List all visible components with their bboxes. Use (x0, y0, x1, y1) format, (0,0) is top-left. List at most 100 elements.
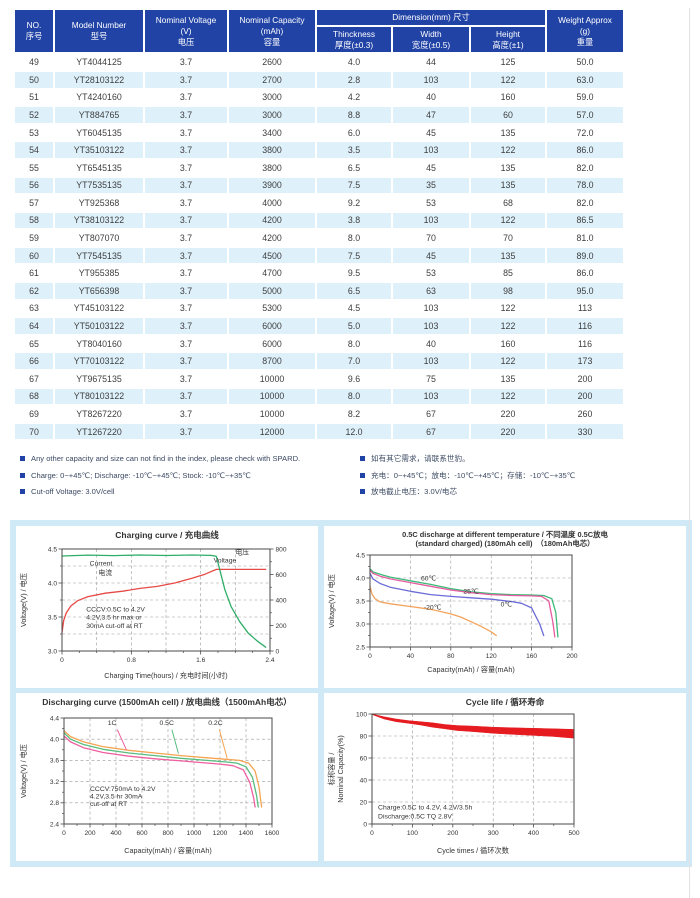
cell-height: 122 (471, 353, 545, 370)
cell-width: 70 (393, 230, 469, 246)
svg-text:60: 60 (360, 755, 368, 762)
cell-weight: 260 (547, 406, 623, 422)
svg-text:80: 80 (447, 653, 455, 660)
cell-voltage: 3.7 (145, 300, 227, 317)
cell-model: YT807070 (55, 230, 143, 246)
cell-voltage: 3.7 (145, 335, 227, 352)
cell-weight: 173 (547, 353, 623, 370)
cell-width: 67 (393, 406, 469, 422)
cell-no: 51 (15, 89, 53, 106)
cell-weight: 200 (547, 371, 623, 387)
cell-width: 103 (393, 300, 469, 317)
cell-width: 47 (393, 107, 469, 123)
svg-text:200: 200 (566, 653, 577, 660)
cell-no: 64 (15, 318, 53, 334)
cell-no: 53 (15, 124, 53, 141)
cell-weight: 113 (547, 300, 623, 317)
svg-text:0.5C: 0.5C (160, 720, 174, 727)
cell-no: 59 (15, 230, 53, 246)
cell-height: 135 (471, 177, 545, 194)
cell-height: 70 (471, 230, 545, 246)
svg-text:电流: 电流 (99, 568, 113, 577)
cell-model: YT80103122 (55, 388, 143, 405)
cell-weight: 86.0 (547, 265, 623, 282)
svg-text:3.0: 3.0 (48, 648, 57, 655)
svg-text:4.5: 4.5 (356, 552, 365, 559)
svg-text:3.2: 3.2 (50, 779, 59, 786)
cell-voltage: 3.7 (145, 89, 227, 106)
discharging-curve-chart: 0 200 400 600 800 1000 1200 1400 1600 2.4 2.8 3.2 3.… (19, 715, 280, 855)
cell-no: 70 (15, 423, 53, 440)
svg-text:1C: 1C (108, 720, 117, 727)
svg-text:4.2V,3.5 hr 30mA: 4.2V,3.5 hr 30mA (90, 793, 143, 800)
note-item: 放电截止电压：3.0V/电芯 (360, 487, 700, 496)
svg-text:电压: 电压 (235, 547, 249, 556)
table-row: 57 YT925368 3.7 4000 9.2 53 68 82.0 (15, 195, 623, 211)
cell-no: 66 (15, 353, 53, 370)
cell-width: 103 (393, 142, 469, 158)
note-item: 如有其它需求，请联系世豹。 (360, 454, 700, 463)
col-header-width: Width 宽度(±0.5) (393, 26, 469, 53)
svg-text:Current: Current (90, 560, 113, 567)
cell-weight: 86.5 (547, 212, 623, 229)
svg-text:600: 600 (136, 830, 147, 837)
svg-text:Capacity(mAh) / 容量(mAh): Capacity(mAh) / 容量(mAh) (124, 846, 211, 855)
cell-width: 103 (393, 388, 469, 405)
cell-model: YT9675135 (55, 371, 143, 387)
cell-weight: 89.0 (547, 247, 623, 264)
cell-width: 35 (393, 177, 469, 194)
cell-thickness: 7.5 (317, 247, 391, 264)
col-header-model: Model Number 型号 (55, 10, 143, 53)
cell-width: 53 (393, 265, 469, 282)
cell-width: 45 (393, 124, 469, 141)
cell-height: 135 (471, 159, 545, 176)
table-row: 66 YT70103122 3.7 8700 7.0 103 122 173 (15, 353, 623, 370)
cell-weight: 57.0 (547, 107, 623, 123)
svg-text:标称容量 /: 标称容量 / (327, 753, 336, 786)
cell-voltage: 3.7 (145, 265, 227, 282)
svg-text:3.5: 3.5 (48, 614, 57, 621)
col-header-voltage: Nominal Voltage (V) 电压 (145, 10, 227, 53)
cell-thickness: 6.5 (317, 283, 391, 299)
svg-text:1200: 1200 (213, 830, 228, 837)
table-row: 67 YT9675135 3.7 10000 9.6 75 135 200 (15, 371, 623, 387)
cell-weight: 72.0 (547, 124, 623, 141)
svg-text:1.6: 1.6 (196, 657, 205, 664)
cell-width: 67 (393, 423, 469, 440)
cell-height: 122 (471, 142, 545, 158)
svg-text:800: 800 (276, 546, 287, 553)
cell-width: 63 (393, 283, 469, 299)
note-item: Cut-off Voltage: 3.0V/cell (20, 487, 360, 496)
bullet-square-icon (20, 489, 25, 495)
svg-text:4.2V,3.5 hr max or: 4.2V,3.5 hr max or (86, 615, 142, 622)
cell-voltage: 3.7 (145, 54, 227, 70)
cell-height: 122 (471, 212, 545, 229)
cell-height: 122 (471, 388, 545, 405)
note-text: Cut-off Voltage: 3.0V/cell (31, 487, 115, 497)
table-body: 49 YT4044125 3.7 2600 4.0 44 125 50.0 50… (15, 54, 623, 440)
cell-model: YT7545135 (55, 247, 143, 264)
cell-thickness: 8.8 (317, 107, 391, 123)
cell-width: 103 (393, 318, 469, 334)
cell-height: 135 (471, 247, 545, 264)
table-row: 60 YT7545135 3.7 4500 7.5 45 135 89.0 (15, 247, 623, 264)
svg-text:4.4: 4.4 (50, 715, 59, 722)
cell-no: 58 (15, 212, 53, 229)
cell-capacity: 5300 (229, 300, 315, 317)
footnotes-english: Any other capacity and size can not find… (20, 454, 360, 503)
cell-capacity: 6000 (229, 318, 315, 334)
cell-weight: 50.0 (547, 54, 623, 70)
col-header-dimension: Dimension(mm) 尺寸 (317, 10, 545, 25)
cell-width: 75 (393, 371, 469, 387)
cell-capacity: 2700 (229, 71, 315, 88)
cell-weight: 200 (547, 388, 623, 405)
svg-text:3.0: 3.0 (356, 621, 365, 628)
chart-panel-temperature-discharge: 0.5C discharge at different temperature … (324, 525, 686, 688)
cell-capacity: 4200 (229, 230, 315, 246)
charts-section: Charging curve / 充电曲线 0 0.8 1.6 2.4 3.0 3.5 4.… (10, 519, 692, 867)
table-row: 64 YT50103122 3.7 6000 5.0 103 122 116 (15, 318, 623, 334)
cell-thickness: 8.0 (317, 230, 391, 246)
col-header-no: NO. 序号 (15, 10, 53, 53)
cell-no: 61 (15, 265, 53, 282)
svg-text:100: 100 (356, 711, 367, 718)
